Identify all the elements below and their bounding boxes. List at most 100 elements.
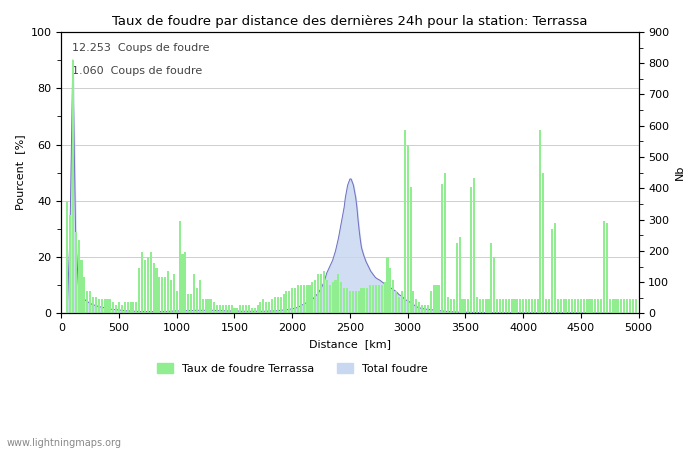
Bar: [89, 291, 91, 314]
Bar: [536, 299, 538, 314]
Bar: [80, 260, 83, 314]
Bar: [230, 305, 232, 314]
Bar: [245, 305, 247, 314]
Bar: [435, 285, 438, 314]
Bar: [372, 285, 374, 314]
Bar: [173, 274, 175, 314]
Bar: [153, 263, 155, 314]
Bar: [490, 243, 492, 314]
Bar: [366, 288, 368, 314]
Bar: [138, 268, 140, 314]
Bar: [92, 297, 94, 314]
Bar: [332, 283, 334, 314]
Bar: [115, 305, 117, 314]
Bar: [597, 299, 599, 314]
Bar: [363, 288, 365, 314]
Bar: [606, 223, 608, 314]
Bar: [473, 178, 475, 314]
Bar: [178, 220, 181, 314]
Bar: [554, 223, 556, 314]
Bar: [78, 240, 80, 314]
Bar: [510, 299, 512, 314]
Bar: [72, 60, 74, 314]
Bar: [207, 299, 209, 314]
Bar: [274, 297, 276, 314]
Bar: [193, 274, 195, 314]
Bar: [98, 299, 100, 314]
Bar: [395, 291, 397, 314]
Bar: [487, 299, 489, 314]
Bar: [378, 285, 380, 314]
Bar: [268, 302, 270, 314]
Bar: [204, 299, 206, 314]
Bar: [260, 302, 262, 314]
Bar: [381, 285, 383, 314]
Bar: [144, 260, 146, 314]
Bar: [130, 302, 132, 314]
Bar: [237, 308, 239, 314]
Bar: [343, 288, 345, 314]
Bar: [545, 299, 547, 314]
Bar: [297, 285, 299, 314]
Bar: [216, 305, 218, 314]
Bar: [418, 302, 420, 314]
Bar: [375, 285, 377, 314]
Bar: [592, 299, 594, 314]
Bar: [248, 305, 250, 314]
Bar: [571, 299, 573, 314]
Bar: [542, 173, 545, 314]
Bar: [346, 288, 348, 314]
Bar: [219, 305, 221, 314]
Bar: [337, 274, 340, 314]
Bar: [106, 299, 108, 314]
Bar: [447, 297, 449, 314]
Bar: [132, 302, 134, 314]
Bar: [499, 299, 501, 314]
Bar: [533, 299, 536, 314]
Bar: [496, 299, 498, 314]
Bar: [484, 299, 486, 314]
Bar: [450, 299, 452, 314]
Bar: [276, 297, 279, 314]
Bar: [242, 305, 244, 314]
Bar: [300, 285, 302, 314]
Bar: [404, 130, 406, 314]
Bar: [458, 238, 461, 314]
Bar: [629, 299, 631, 314]
Bar: [323, 271, 325, 314]
Bar: [566, 299, 568, 314]
Bar: [83, 277, 85, 314]
Bar: [559, 299, 561, 314]
Bar: [127, 302, 129, 314]
Bar: [181, 254, 183, 314]
Bar: [228, 305, 230, 314]
Bar: [433, 285, 435, 314]
Bar: [190, 294, 192, 314]
Bar: [150, 252, 152, 314]
Bar: [612, 299, 614, 314]
Bar: [306, 285, 308, 314]
Bar: [302, 285, 304, 314]
Bar: [594, 299, 596, 314]
Bar: [519, 299, 522, 314]
Bar: [141, 252, 143, 314]
Bar: [265, 302, 267, 314]
Bar: [101, 299, 103, 314]
Bar: [124, 302, 126, 314]
Bar: [118, 302, 120, 314]
Bar: [349, 291, 351, 314]
Bar: [494, 257, 496, 314]
Bar: [632, 299, 634, 314]
Bar: [401, 291, 403, 314]
Bar: [184, 252, 186, 314]
Bar: [294, 288, 296, 314]
Bar: [167, 271, 169, 314]
Bar: [271, 299, 273, 314]
Bar: [170, 279, 172, 314]
Bar: [222, 305, 224, 314]
Title: Taux de foudre par distance des dernières 24h pour la station: Terrassa: Taux de foudre par distance des dernière…: [112, 15, 588, 28]
Bar: [626, 299, 628, 314]
Bar: [502, 299, 504, 314]
Bar: [476, 297, 478, 314]
Bar: [86, 291, 88, 314]
